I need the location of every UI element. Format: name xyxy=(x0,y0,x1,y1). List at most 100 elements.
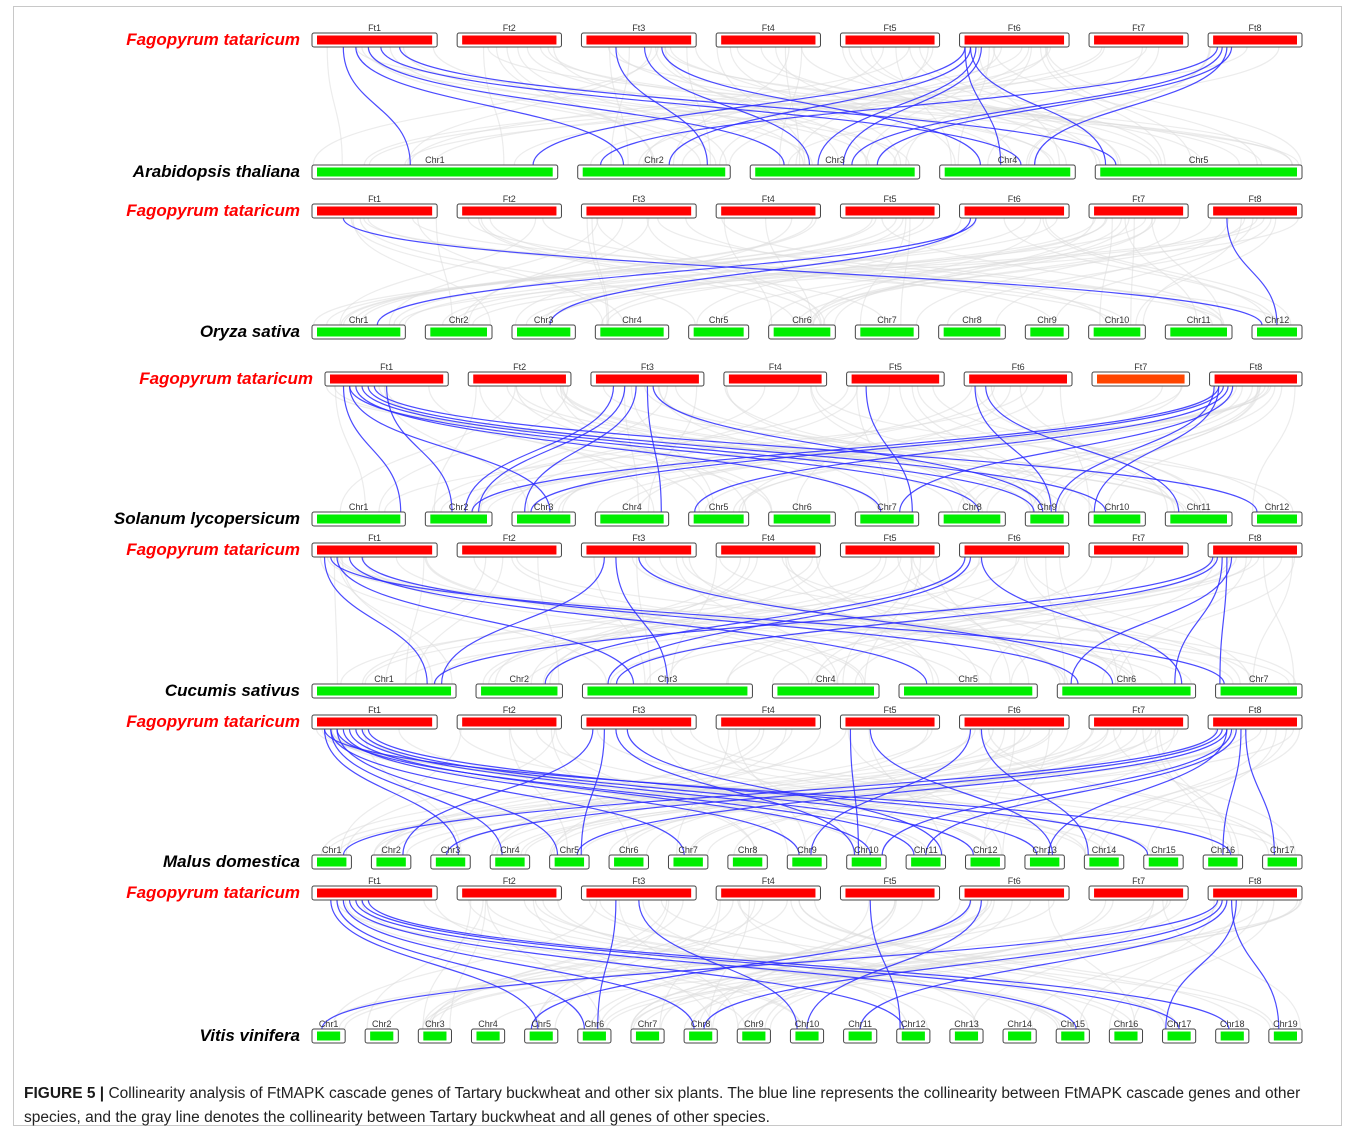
other-chromosome-6-bar xyxy=(773,327,831,337)
other-chromosome-1-bar xyxy=(317,1031,341,1041)
ft-chromosome-6-label: Ft6 xyxy=(1008,194,1021,204)
other-chromosome-5-bar xyxy=(904,686,1033,696)
ft-chromosome-4-label: Ft4 xyxy=(769,362,782,372)
mapk-link xyxy=(703,899,1223,1030)
mapk-link xyxy=(355,899,1077,1030)
other-chromosome-11-bar xyxy=(911,857,941,867)
ft-chromosome-5-bar xyxy=(845,206,935,216)
background-link xyxy=(506,385,983,513)
background-link xyxy=(1045,217,1292,326)
mapk-link xyxy=(446,728,1223,856)
background-link xyxy=(659,556,1069,685)
background-link xyxy=(1026,556,1251,685)
background-link xyxy=(1053,728,1301,856)
other-chromosome-6-label: Chr6 xyxy=(1117,674,1137,684)
ft-chromosome-2-bar xyxy=(462,717,557,727)
ft-chromosome-1-bar xyxy=(330,374,444,384)
other-chromosome-8-label: Chr8 xyxy=(691,1019,711,1029)
ft-chromosome-3-bar xyxy=(586,545,692,555)
background-link xyxy=(1262,556,1295,685)
background-link xyxy=(388,217,599,326)
mapk-link xyxy=(361,728,1038,856)
background-link xyxy=(488,556,935,685)
ft-chromosome-6-bar xyxy=(964,717,1065,727)
mapk-link xyxy=(638,899,798,1030)
other-chromosome-3-label: Chr3 xyxy=(441,845,461,855)
background-link xyxy=(644,556,1137,685)
mapk-link xyxy=(342,385,402,513)
background-links xyxy=(315,728,1301,856)
background-link xyxy=(339,217,537,326)
background-link xyxy=(798,899,1275,1030)
background-link xyxy=(313,217,925,326)
background-link xyxy=(893,46,1143,166)
other-chromosome-5-bar xyxy=(554,857,585,867)
other-chromosome-5-label: Chr5 xyxy=(1189,155,1209,165)
other-chromosome-1-label: Chr1 xyxy=(425,155,445,165)
other-chromosome-11-bar xyxy=(848,1031,872,1041)
other-chromosome-2-label: Chr2 xyxy=(381,845,401,855)
mapk-link xyxy=(806,899,982,1030)
other-chromosome-14-bar xyxy=(1008,1031,1032,1041)
background-link xyxy=(814,899,1166,1030)
background-link xyxy=(1252,385,1296,513)
background-link xyxy=(468,899,980,1030)
other-chromosome-4-label: Chr4 xyxy=(998,155,1018,165)
background-link xyxy=(1002,728,1050,856)
background-link xyxy=(1059,556,1119,685)
background-link xyxy=(769,899,1107,1030)
other-chromosome-1-bar xyxy=(317,857,347,867)
mapk-link xyxy=(615,728,856,856)
other-chromosome-9-bar xyxy=(1030,514,1064,524)
ft-chromosome-3-bar xyxy=(595,374,699,384)
background-link xyxy=(810,556,1283,685)
other-chromosome-17-label: Chr17 xyxy=(1270,845,1295,855)
background-link xyxy=(363,46,1023,166)
ft-chromosome-6-bar xyxy=(969,374,1068,384)
background-link xyxy=(1027,899,1243,1030)
ft-chromosome-3-bar xyxy=(586,888,692,898)
mapk-link xyxy=(869,728,1054,856)
background-link xyxy=(810,385,1048,513)
ft-chromosome-6-label: Ft6 xyxy=(1008,23,1021,33)
background-link xyxy=(690,728,1138,856)
mapk-links xyxy=(342,217,1278,326)
ft-chromosome-2-bar xyxy=(462,888,557,898)
background-link xyxy=(367,217,1115,326)
background-link xyxy=(664,46,1293,166)
other-chromosome-8-label: Chr8 xyxy=(738,845,758,855)
background-link xyxy=(739,899,978,1030)
mapk-link xyxy=(1048,728,1228,856)
background-link xyxy=(623,385,640,513)
ft-chromosome-5-label: Ft5 xyxy=(883,705,896,715)
ft-chromosome-7-bar xyxy=(1094,35,1184,45)
ft-chromosome-7-label: Ft7 xyxy=(1132,194,1145,204)
other-chromosome-6-bar xyxy=(582,1031,606,1041)
mapk-link xyxy=(859,899,1228,1030)
reference-species-label: Fagopyrum tataricum xyxy=(126,540,300,559)
other-chromosome-2-bar xyxy=(582,167,726,177)
background-link xyxy=(661,728,789,856)
ft-chromosome-7-bar xyxy=(1094,888,1184,898)
background-link xyxy=(467,217,624,326)
ft-chromosome-3-label: Ft3 xyxy=(632,876,645,886)
mapk-link xyxy=(399,46,1117,166)
other-chromosome-4-label: Chr4 xyxy=(478,1019,498,1029)
mapk-link xyxy=(361,556,1079,685)
other-chromosome-2-label: Chr2 xyxy=(644,155,664,165)
background-link xyxy=(336,899,1065,1030)
background-link xyxy=(1130,217,1135,326)
other-chromosome-7-bar xyxy=(860,514,914,524)
background-link xyxy=(864,556,922,685)
other-chromosome-5-bar xyxy=(1100,167,1297,177)
other-chromosome-17-bar xyxy=(1267,857,1297,867)
other-chromosome-9-label: Chr9 xyxy=(1037,315,1057,325)
background-link xyxy=(987,46,1160,166)
species-label: Oryza sativa xyxy=(200,322,300,341)
ft-chromosome-2-bar xyxy=(462,206,557,216)
background-link xyxy=(404,46,1248,166)
other-chromosome-1-label: Chr1 xyxy=(319,1019,339,1029)
background-link xyxy=(785,556,934,685)
background-link xyxy=(772,556,1230,685)
ft-chromosome-7-bar xyxy=(1094,545,1184,555)
